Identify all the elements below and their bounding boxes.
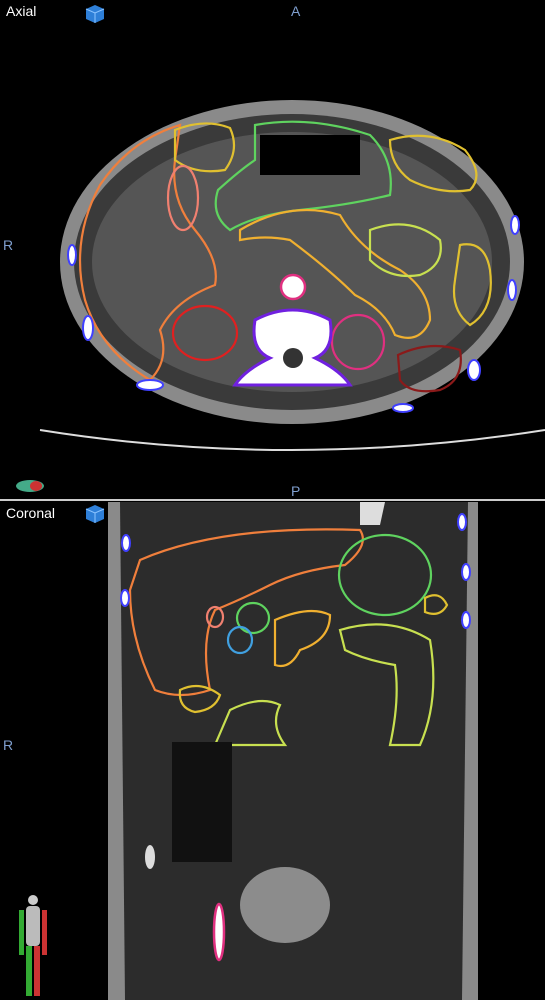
body-figure-leg: [34, 946, 40, 996]
orientation-bottom: P: [291, 483, 300, 499]
colon-contour: [178, 684, 222, 714]
heart-base: [360, 502, 385, 525]
colon-contour: [423, 594, 449, 615]
rib: [82, 315, 94, 341]
orientation-left: R: [3, 237, 13, 253]
orientation-left: R: [3, 737, 13, 753]
bone-contour: [212, 902, 226, 962]
rib: [392, 403, 414, 413]
rib: [461, 611, 471, 629]
body-figure-arm: [42, 910, 47, 955]
pancreas-contour: [238, 208, 432, 339]
axial-panel: Axial A R P: [0, 0, 545, 499]
orientation-top: A: [291, 3, 301, 19]
rib: [467, 359, 481, 381]
colon-contour: [388, 134, 478, 193]
aorta-contour: [279, 273, 307, 301]
spinal-canal: [283, 348, 303, 368]
spleen-contour: [396, 344, 462, 393]
liver-contour: [128, 528, 364, 697]
rib: [67, 244, 77, 266]
bowel-contour: [368, 223, 442, 278]
rib: [510, 215, 520, 235]
bowel-contour: [213, 699, 288, 747]
coronal-panel: Coronal R: [0, 501, 545, 1000]
axis-figure: [16, 480, 44, 492]
bowel-contour: [338, 623, 435, 747]
colon-air: [172, 742, 232, 862]
rib: [136, 379, 164, 391]
stomach-contour: [235, 601, 271, 635]
right-kidney-contour: [171, 304, 239, 362]
stomach-air: [260, 135, 360, 175]
body-figure: [19, 895, 47, 996]
rib: [121, 534, 131, 552]
duodenum-contour: [226, 625, 254, 655]
orientation-cube-edge: [85, 508, 105, 523]
left-kidney-contour: [330, 313, 386, 371]
vertebra-contour: [232, 308, 353, 387]
table-line: [39, 429, 545, 451]
rib: [507, 279, 517, 301]
abdomen: [120, 502, 468, 1000]
colon-contour: [452, 243, 492, 327]
body-figure-head: [28, 895, 38, 905]
view-label: Coronal: [6, 505, 55, 521]
rib: [145, 845, 155, 869]
body-figure-arm: [19, 910, 24, 955]
axis-figure-shape: [30, 481, 42, 491]
rib: [120, 589, 130, 607]
liver-contour: [78, 123, 217, 382]
body-figure-leg: [26, 946, 32, 996]
rib: [461, 563, 471, 581]
stomach-contour: [337, 533, 433, 617]
pancreas-contour: [273, 609, 332, 668]
bladder: [240, 867, 330, 943]
gallbladder-contour: [166, 164, 200, 232]
rib: [457, 513, 467, 531]
orientation-cube-edge: [85, 8, 105, 23]
body-figure-torso: [26, 906, 40, 946]
view-label: Axial: [6, 3, 36, 19]
colon-contour: [173, 122, 236, 173]
gallbladder-contour: [205, 605, 225, 629]
